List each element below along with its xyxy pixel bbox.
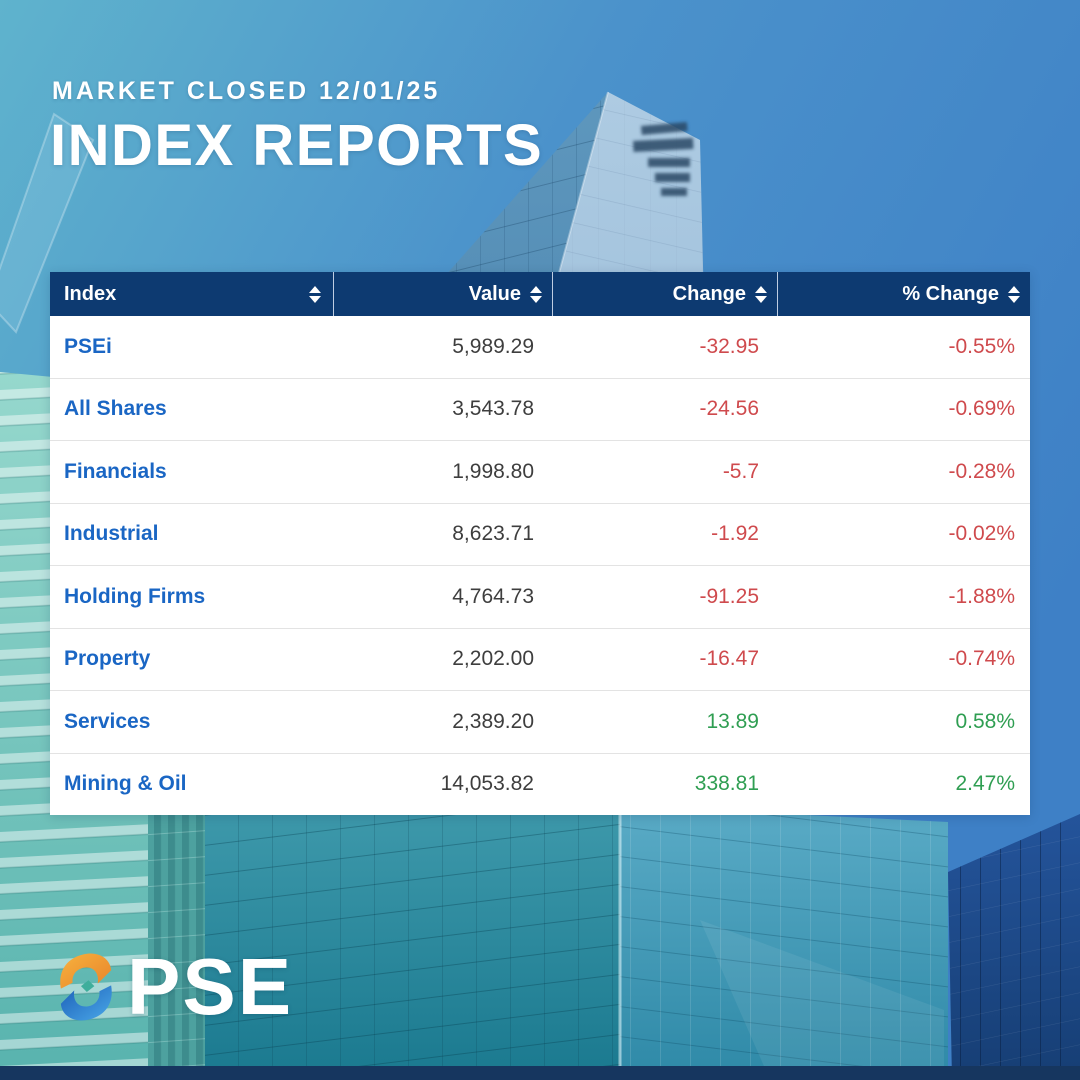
foreground-glass-building	[205, 806, 948, 1080]
index-value: 3,543.78	[452, 397, 534, 421]
index-name: Holding Firms	[64, 584, 206, 608]
table-row: PSEi 5,989.29 -32.95 -0.55%	[50, 316, 1030, 379]
bottom-navy-bar	[0, 1066, 1080, 1080]
brand-name: PSE	[127, 942, 294, 1031]
table-row: All Shares 3,543.78 -24.56 -0.69%	[50, 378, 1030, 441]
table-row: Services 2,389.20 13.89 0.58%	[50, 691, 1030, 754]
index-change: -1.92	[711, 522, 759, 546]
index-pct-change: -1.88%	[948, 584, 1015, 608]
pse-logo-icon	[60, 953, 112, 1021]
table-row: Holding Firms 4,764.73 -91.25 -1.88%	[50, 566, 1030, 629]
table-body: PSEi 5,989.29 -32.95 -0.55% All Shares 3…	[50, 316, 1030, 815]
index-value: 1,998.80	[452, 459, 534, 483]
sort-icon[interactable]	[309, 285, 321, 303]
navy-building	[948, 814, 1080, 1080]
index-value: 2,389.20	[452, 709, 534, 733]
sort-icon[interactable]	[755, 285, 767, 303]
index-pct-change: -0.02%	[948, 522, 1015, 546]
table-row: Property 2,202.00 -16.47 -0.74%	[50, 628, 1030, 691]
column-header-pct-change-label: % Change	[902, 282, 999, 305]
index-name: Mining & Oil	[64, 772, 187, 796]
index-value: 14,053.82	[440, 772, 534, 796]
table-row: Financials 1,998.80 -5.7 -0.28%	[50, 441, 1030, 504]
index-change: -91.25	[699, 584, 759, 608]
page-title: INDEX REPORTS	[50, 113, 544, 178]
index-pct-change: -0.74%	[948, 647, 1015, 671]
index-pct-change: -0.69%	[948, 397, 1015, 421]
index-pct-change: 2.47%	[955, 772, 1015, 796]
index-change: -32.95	[699, 334, 759, 358]
table-header-row: Index Value Change % Change	[50, 272, 1030, 316]
faint-building-edge	[0, 112, 95, 334]
index-value: 8,623.71	[452, 522, 534, 546]
index-table: Index Value Change % Change PSEi 5,989.2…	[50, 272, 1030, 815]
column-header-change-label: Change	[672, 282, 746, 305]
index-value: 4,764.73	[452, 584, 534, 608]
table-row: Mining & Oil 14,053.82 338.81 2.47%	[50, 753, 1030, 815]
index-name: Property	[64, 647, 151, 671]
brand-footer: PSE	[55, 942, 294, 1031]
index-change: -5.7	[722, 459, 759, 483]
index-value: 5,989.29	[452, 334, 534, 358]
column-header-index[interactable]: Index	[50, 272, 334, 316]
index-change: 13.89	[706, 709, 759, 733]
building-signage	[633, 121, 694, 196]
index-pct-change: -0.28%	[948, 459, 1015, 483]
sort-icon[interactable]	[1008, 285, 1020, 303]
index-pct-change: 0.58%	[955, 709, 1015, 733]
column-header-value[interactable]: Value	[334, 272, 553, 316]
column-header-value-label: Value	[468, 282, 521, 305]
index-name: Services	[64, 709, 151, 733]
index-name: PSEi	[64, 334, 112, 358]
index-value: 2,202.00	[452, 647, 534, 671]
table-row: Industrial 8,623.71 -1.92 -0.02%	[50, 503, 1030, 566]
index-change: 338.81	[694, 772, 759, 796]
column-header-change[interactable]: Change	[553, 272, 778, 316]
index-change: -24.56	[699, 397, 759, 421]
market-status-label: MARKET CLOSED 12/01/25	[52, 77, 441, 105]
sort-icon[interactable]	[530, 285, 542, 303]
index-name: All Shares	[64, 397, 167, 421]
index-change: -16.47	[699, 647, 759, 671]
index-name: Financials	[64, 459, 167, 483]
hero-header: MARKET CLOSED 12/01/25 INDEX REPORTS	[50, 76, 544, 178]
column-header-index-label: Index	[64, 282, 117, 305]
index-pct-change: -0.55%	[948, 334, 1015, 358]
column-header-pct-change[interactable]: % Change	[778, 272, 1030, 316]
index-name: Industrial	[64, 522, 159, 546]
